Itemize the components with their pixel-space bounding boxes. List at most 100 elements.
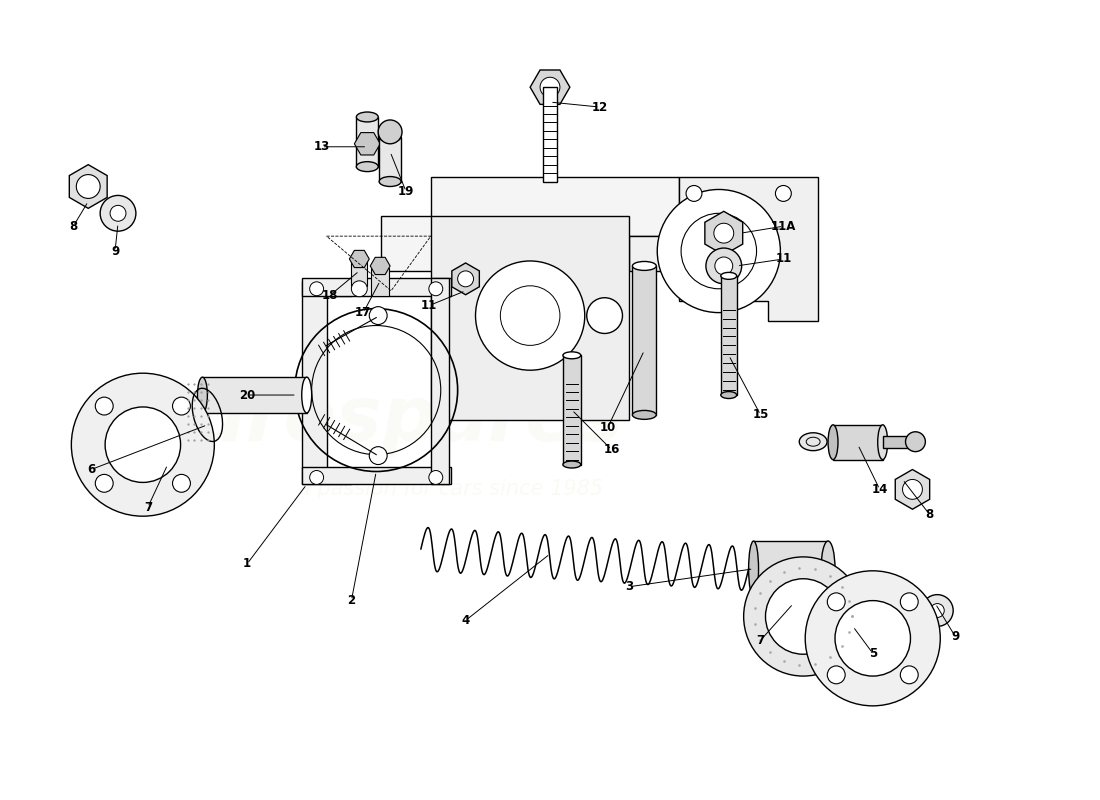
- Text: 6: 6: [87, 463, 96, 476]
- Circle shape: [429, 282, 442, 296]
- Ellipse shape: [632, 262, 657, 270]
- Circle shape: [902, 479, 923, 499]
- Bar: [379, 137, 401, 182]
- Ellipse shape: [878, 425, 888, 459]
- Circle shape: [378, 120, 402, 144]
- Circle shape: [173, 397, 190, 415]
- Text: 7: 7: [144, 501, 152, 514]
- Text: 5: 5: [869, 646, 877, 660]
- Polygon shape: [452, 263, 480, 294]
- Text: 12: 12: [592, 101, 608, 114]
- Bar: [833, 425, 882, 459]
- Text: 8: 8: [925, 508, 934, 521]
- Circle shape: [310, 282, 323, 296]
- Bar: [356, 117, 378, 166]
- Bar: [301, 278, 451, 296]
- Circle shape: [776, 186, 791, 202]
- Text: 10: 10: [600, 422, 616, 434]
- Polygon shape: [629, 177, 818, 321]
- Circle shape: [72, 373, 214, 516]
- Circle shape: [827, 666, 845, 684]
- Ellipse shape: [301, 377, 311, 413]
- Circle shape: [475, 261, 585, 370]
- Ellipse shape: [749, 541, 759, 597]
- Text: 7: 7: [757, 634, 764, 647]
- Bar: [431, 278, 449, 485]
- Text: 11A: 11A: [771, 220, 796, 233]
- Circle shape: [905, 432, 925, 452]
- Polygon shape: [382, 177, 679, 271]
- Text: 14: 14: [871, 483, 888, 496]
- Polygon shape: [371, 258, 390, 274]
- Circle shape: [370, 306, 387, 325]
- Ellipse shape: [828, 425, 838, 459]
- Circle shape: [540, 78, 560, 97]
- Circle shape: [370, 446, 387, 465]
- Circle shape: [657, 190, 780, 313]
- Circle shape: [76, 174, 100, 198]
- Text: 13: 13: [314, 140, 330, 154]
- Circle shape: [766, 578, 842, 654]
- Text: 2: 2: [348, 594, 355, 607]
- Circle shape: [96, 474, 113, 492]
- Bar: [632, 266, 657, 415]
- Circle shape: [586, 298, 623, 334]
- Text: 18: 18: [321, 290, 338, 302]
- Ellipse shape: [356, 112, 378, 122]
- Text: 11: 11: [776, 253, 792, 266]
- Polygon shape: [530, 70, 570, 104]
- Ellipse shape: [356, 162, 378, 171]
- Text: 20: 20: [239, 389, 255, 402]
- Polygon shape: [354, 133, 381, 155]
- Circle shape: [173, 474, 190, 492]
- Polygon shape: [69, 165, 107, 208]
- Ellipse shape: [198, 377, 208, 413]
- Circle shape: [931, 603, 944, 618]
- Circle shape: [96, 397, 113, 415]
- Circle shape: [744, 557, 862, 676]
- Bar: [202, 377, 307, 413]
- Polygon shape: [350, 250, 370, 267]
- Ellipse shape: [720, 272, 737, 279]
- Circle shape: [900, 666, 918, 684]
- Text: 15: 15: [752, 408, 769, 422]
- Bar: [720, 276, 737, 395]
- Circle shape: [805, 571, 940, 706]
- Circle shape: [714, 223, 734, 243]
- Circle shape: [686, 186, 702, 202]
- Bar: [372, 268, 389, 296]
- Text: 8: 8: [69, 220, 77, 233]
- Ellipse shape: [379, 177, 401, 186]
- Text: 9: 9: [111, 245, 119, 258]
- Text: 9: 9: [952, 630, 959, 643]
- Ellipse shape: [379, 132, 401, 142]
- Circle shape: [429, 470, 442, 485]
- Circle shape: [715, 257, 733, 275]
- Circle shape: [706, 248, 741, 284]
- Circle shape: [827, 593, 845, 610]
- Ellipse shape: [720, 391, 737, 398]
- Text: eurospares: eurospares: [140, 383, 623, 457]
- Text: a passion for cars since 1985: a passion for cars since 1985: [298, 479, 603, 499]
- Circle shape: [458, 271, 473, 286]
- Bar: [882, 436, 913, 448]
- Circle shape: [900, 593, 918, 610]
- Ellipse shape: [563, 461, 581, 468]
- Ellipse shape: [800, 433, 827, 450]
- Text: 11: 11: [420, 299, 437, 312]
- Polygon shape: [705, 211, 742, 255]
- Polygon shape: [895, 470, 930, 510]
- Circle shape: [351, 281, 367, 297]
- Ellipse shape: [563, 352, 581, 358]
- Bar: [543, 87, 557, 182]
- Text: 1: 1: [243, 558, 251, 570]
- Bar: [351, 261, 367, 286]
- Ellipse shape: [821, 541, 835, 597]
- Polygon shape: [431, 216, 629, 420]
- Text: 16: 16: [604, 443, 619, 456]
- Bar: [563, 355, 581, 465]
- Bar: [301, 466, 451, 485]
- Circle shape: [922, 594, 954, 626]
- Ellipse shape: [632, 410, 657, 419]
- Bar: [754, 541, 828, 597]
